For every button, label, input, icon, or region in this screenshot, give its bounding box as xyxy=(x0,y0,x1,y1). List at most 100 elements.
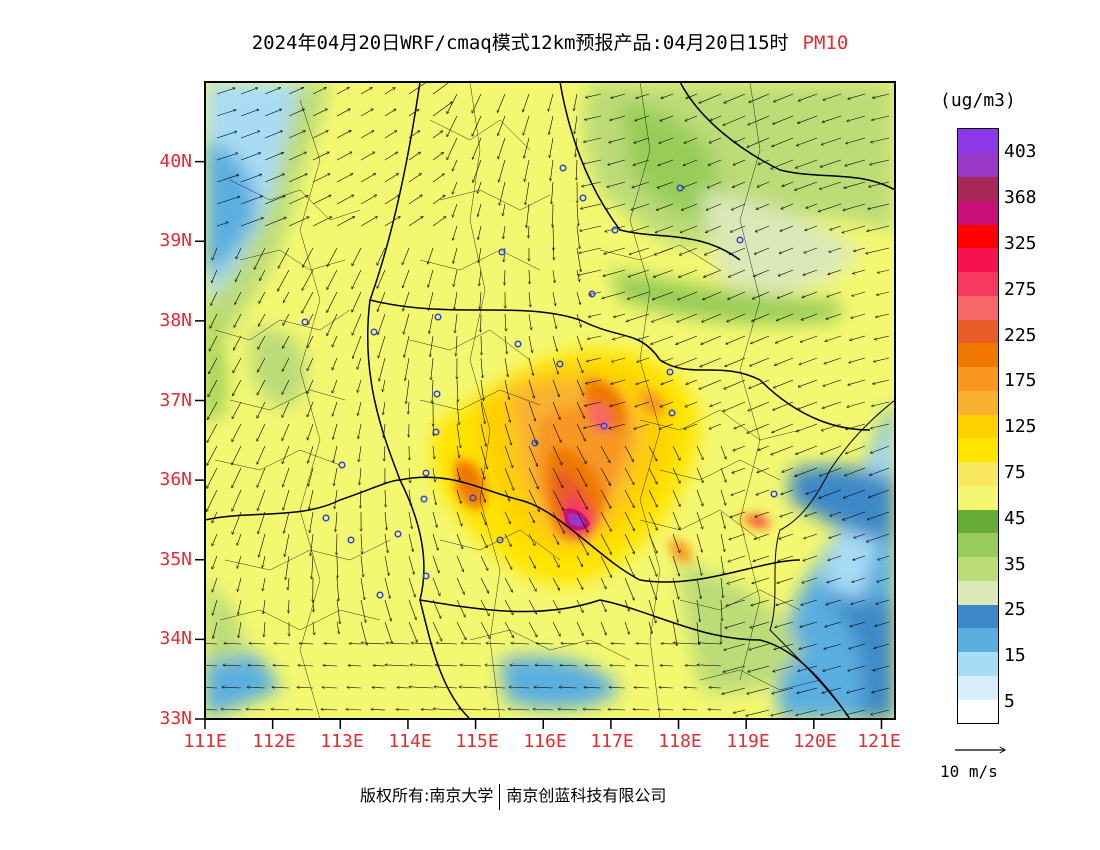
wind-arrow xyxy=(528,335,532,353)
wind-arrow xyxy=(780,225,794,231)
wind-arrow xyxy=(583,423,602,428)
wind-arrow xyxy=(508,709,530,710)
wind-arrow xyxy=(264,109,282,117)
wind-arrow xyxy=(397,687,410,688)
city-marker xyxy=(514,340,522,348)
wind-arrow xyxy=(648,445,657,461)
wind-arrow xyxy=(480,423,486,446)
wind-arrow xyxy=(576,401,585,418)
wind-arrow xyxy=(576,423,585,441)
wind-arrow xyxy=(749,93,770,102)
wind-arrow xyxy=(360,621,367,645)
wind-arrow xyxy=(732,467,746,473)
wind-arrow xyxy=(830,511,842,516)
wind-arrow xyxy=(771,709,794,716)
wind-arrow xyxy=(576,225,580,249)
wind-arrow xyxy=(360,599,366,623)
colorbar-cell xyxy=(958,224,998,249)
wind-arrow xyxy=(459,687,482,688)
city-marker xyxy=(338,461,346,469)
wind-arrow xyxy=(819,467,842,476)
city-marker xyxy=(469,494,477,502)
wind-arrow xyxy=(866,533,890,542)
lat-label-40n: 40N xyxy=(159,151,192,172)
wind-arrow xyxy=(660,665,674,666)
wind-arrow xyxy=(708,159,722,165)
wind-arrow xyxy=(480,533,487,548)
wind-arrow xyxy=(553,225,554,250)
wind-arrow xyxy=(332,379,338,393)
wind-arrow xyxy=(624,621,629,634)
wind-arrow xyxy=(672,621,677,646)
wind-arrow xyxy=(529,269,530,284)
wind-arrow xyxy=(576,511,588,532)
wind-arrow xyxy=(360,216,377,227)
colorbar-label-403: 403 xyxy=(1004,141,1037,162)
wind-arrow xyxy=(799,357,818,365)
city-marker xyxy=(588,290,596,298)
wind-arrow xyxy=(733,709,746,713)
wind-arrow xyxy=(209,335,218,351)
wind-arrow xyxy=(624,533,635,554)
wind-arrow xyxy=(852,291,866,296)
wind-arrow xyxy=(778,269,794,276)
wind-arrow xyxy=(796,137,818,146)
wind-arrow xyxy=(432,217,446,227)
wind-arrow xyxy=(679,247,698,255)
wind-arrow xyxy=(696,577,701,599)
lon-label-116e: 116E xyxy=(523,731,567,752)
wind-arrow xyxy=(696,489,703,506)
wind-arrow xyxy=(830,225,842,230)
wind-arrow xyxy=(755,225,770,232)
wind-arrow xyxy=(822,687,842,693)
wind-arrow xyxy=(657,181,674,188)
wind-arrow xyxy=(648,467,657,484)
wind-arrow xyxy=(634,423,650,429)
wind-arrow xyxy=(730,511,746,517)
wind-arrow xyxy=(302,269,314,290)
wind-arrow xyxy=(257,379,266,395)
wind-arrow xyxy=(499,159,506,182)
wind-arrow xyxy=(384,511,387,530)
wind-arrow xyxy=(264,621,265,637)
wind-arrow xyxy=(827,577,842,583)
wind-arrow xyxy=(456,423,460,448)
wind-arrow xyxy=(706,203,722,210)
wind-arrow xyxy=(336,87,349,95)
lat-label-36n: 36N xyxy=(159,469,192,490)
wind-arrow xyxy=(624,577,634,600)
wind-arrow xyxy=(234,313,242,327)
wind-arrow xyxy=(247,687,266,688)
wind-arrow xyxy=(264,88,281,95)
wind-arrow xyxy=(529,291,530,307)
lon-label-113e: 113E xyxy=(320,731,364,752)
wind-arrow xyxy=(478,225,482,240)
wind-arrow xyxy=(504,489,510,501)
wind-arrow xyxy=(805,225,818,231)
wind-arrow xyxy=(535,665,554,666)
wind-arrow xyxy=(433,709,458,710)
wind-arrow xyxy=(699,93,722,103)
wind-arrow xyxy=(870,445,890,453)
wind-arrow xyxy=(729,247,746,255)
wind-arrow xyxy=(504,445,513,468)
wind-arrow xyxy=(408,577,415,597)
wind-arrow xyxy=(848,665,866,671)
wind-arrow xyxy=(259,269,266,281)
wind-arrow xyxy=(456,599,465,617)
wind-arrow xyxy=(552,401,560,420)
wind-arrow xyxy=(409,687,434,688)
wind-arrow xyxy=(264,217,286,227)
wind-arrow xyxy=(696,599,700,622)
wind-arrow xyxy=(327,247,338,266)
wind-arrow xyxy=(360,109,373,117)
wind-arrow xyxy=(432,599,441,618)
wind-arrow xyxy=(302,291,314,313)
colorbar-cell xyxy=(958,366,998,391)
colorbar xyxy=(957,128,999,724)
wind-arrow xyxy=(560,665,578,666)
wind-arrow xyxy=(824,357,842,364)
wind-arrow xyxy=(606,203,626,209)
wind-arrow xyxy=(851,313,866,318)
wind-arrow xyxy=(709,687,722,688)
